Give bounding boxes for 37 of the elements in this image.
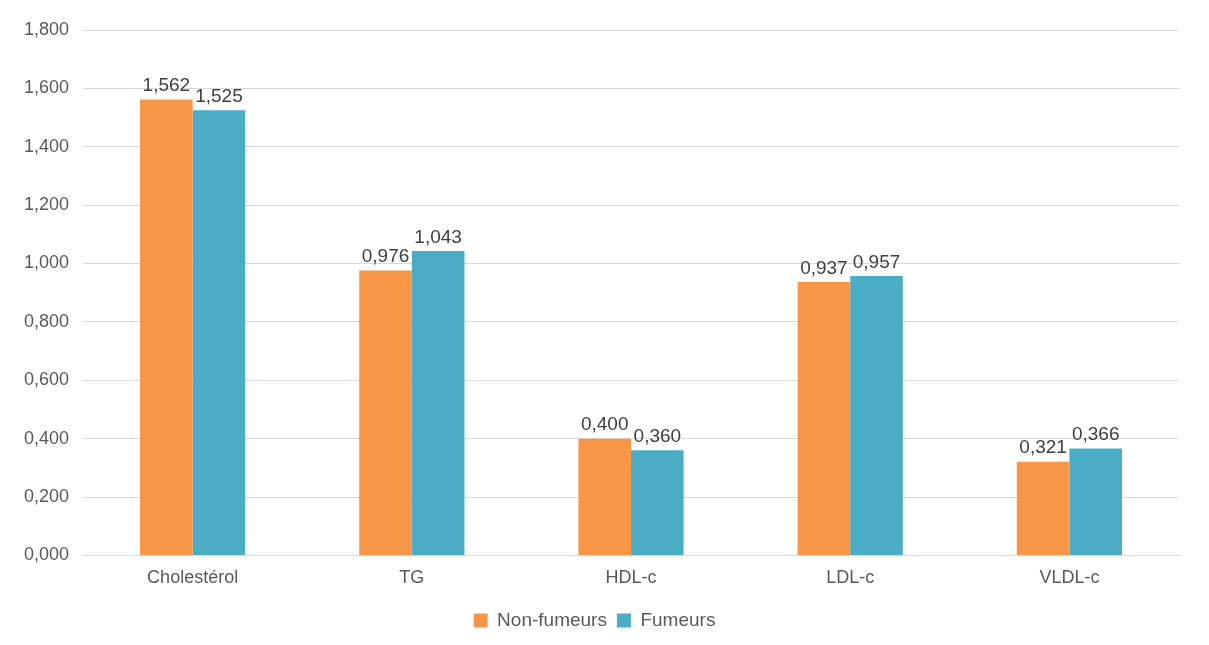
y-tick-label: 1,400 <box>24 135 70 156</box>
legend-label: Non-fumeurs <box>497 608 607 630</box>
data-label: 0,937 <box>800 256 848 278</box>
data-label: 1,562 <box>142 74 191 96</box>
y-tick-label: 0,600 <box>24 369 70 390</box>
bar <box>1069 448 1123 555</box>
data-label: 1,043 <box>414 225 462 247</box>
bar <box>192 110 246 555</box>
bar <box>140 99 193 555</box>
bar <box>850 276 903 555</box>
x-tick-label: TG <box>399 567 425 588</box>
y-tick-label: 1,000 <box>24 252 70 273</box>
data-label: 0,360 <box>633 425 682 447</box>
x-tick-label: LDL-c <box>826 567 875 588</box>
data-label: 0,976 <box>361 245 410 267</box>
data-label: 0,957 <box>852 250 901 272</box>
legend-label: Fumeurs <box>640 608 716 630</box>
data-label: 0,366 <box>1071 423 1120 445</box>
y-tick-label: 0,000 <box>24 544 70 565</box>
bar <box>797 281 851 555</box>
bar <box>359 270 412 555</box>
y-tick-label: 0,200 <box>24 485 70 506</box>
bar <box>578 438 632 555</box>
x-tick-label: HDL-c <box>605 567 657 588</box>
y-tick-label: 0,400 <box>24 427 70 448</box>
y-tick-label: 1,600 <box>24 77 70 98</box>
x-tick-label: Cholestérol <box>147 567 239 588</box>
bar <box>1016 461 1070 555</box>
y-tick-label: 1,200 <box>24 194 70 215</box>
y-tick-label: 0,800 <box>24 310 70 331</box>
bar <box>411 250 465 555</box>
bar <box>631 450 684 555</box>
data-label: 0,321 <box>1019 436 1067 458</box>
x-tick-label: VLDL-c <box>1039 567 1100 588</box>
data-label: 0,400 <box>580 413 629 435</box>
data-label: 1,525 <box>195 85 243 106</box>
y-tick-label: 1,800 <box>24 18 70 39</box>
